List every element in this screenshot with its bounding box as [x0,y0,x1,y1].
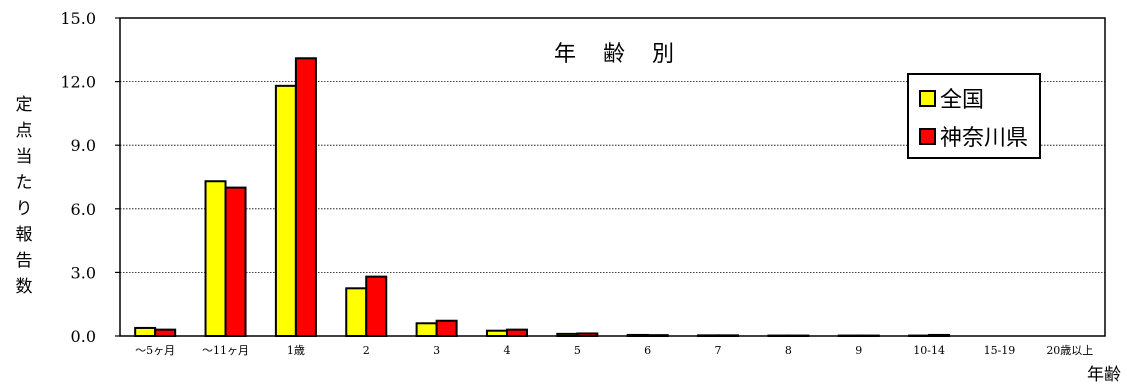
bar-national [134,326,157,337]
bar-national [274,84,297,337]
x-tick-label: 2 [363,344,370,357]
bar-national [485,329,508,338]
y-tick-label: 6.0 [71,200,96,219]
x-tick-label: 10-14 [913,344,945,357]
bar-kanagawa [928,333,951,338]
bar-national [556,332,579,338]
legend-label-kanagawa: 神奈川県 [940,126,1029,151]
x-axis-label: 年齢 [1087,365,1121,385]
bars [134,57,951,338]
bar-kanagawa [365,275,388,338]
bar-national [345,287,368,337]
bar-national [626,333,649,338]
bar-kanagawa [154,328,177,338]
y-tick-label: 0.0 [71,327,96,346]
x-tick-label: 3 [433,344,440,357]
bar-national [204,180,227,337]
legend-label-national: 全国 [940,88,985,113]
x-tick-label: 7 [715,344,722,357]
y-tick-label: 12.0 [60,73,96,92]
y-tick-label: 15.0 [60,9,96,28]
x-axis-ticks: ～5ヶ月 ～11ヶ月 1歳 2 3 4 5 6 7 8 9 10-14 15-19 20歳以上 [135,344,1093,357]
legend-swatch-national [919,89,936,107]
x-tick-label: 8 [785,344,792,357]
x-tick-label: 9 [855,344,862,357]
bar-national [697,334,720,338]
bar-kanagawa [576,332,599,337]
gridlines [120,81,1105,273]
legend-swatch-kanagawa [919,127,936,145]
bar-national [415,322,438,337]
bar-kanagawa [435,319,458,337]
y-tick-label: 3.0 [71,263,96,282]
x-tick-label: ～11ヶ月 [202,344,249,357]
legend-item-kanagawa: 神奈川県 [919,121,1028,151]
x-tick-label: 4 [503,344,510,357]
x-tick-label: 1歳 [287,344,305,357]
x-tick-label: 5 [574,344,581,357]
bar-kanagawa [294,57,317,337]
bar-kanagawa [224,186,247,337]
x-tick-label: 6 [644,344,651,357]
bar-kanagawa [646,334,669,338]
y-axis-ticks: 0.0 3.0 6.0 9.0 12.0 15.0 [60,9,120,346]
x-tick-label: ～5ヶ月 [135,344,175,357]
legend-item-national: 全国 [919,83,984,113]
y-axis-label: 定点当たり報告数 [15,95,33,297]
x-tick-label: 20歳以上 [1046,344,1093,357]
y-tick-label: 9.0 [71,136,96,155]
legend: 全国 神奈川県 [907,73,1041,159]
x-tick-label: 15-19 [984,344,1016,357]
chart-title: 年 齢 別 [554,42,684,67]
bar-kanagawa [717,334,740,338]
bar-kanagawa [505,328,528,338]
